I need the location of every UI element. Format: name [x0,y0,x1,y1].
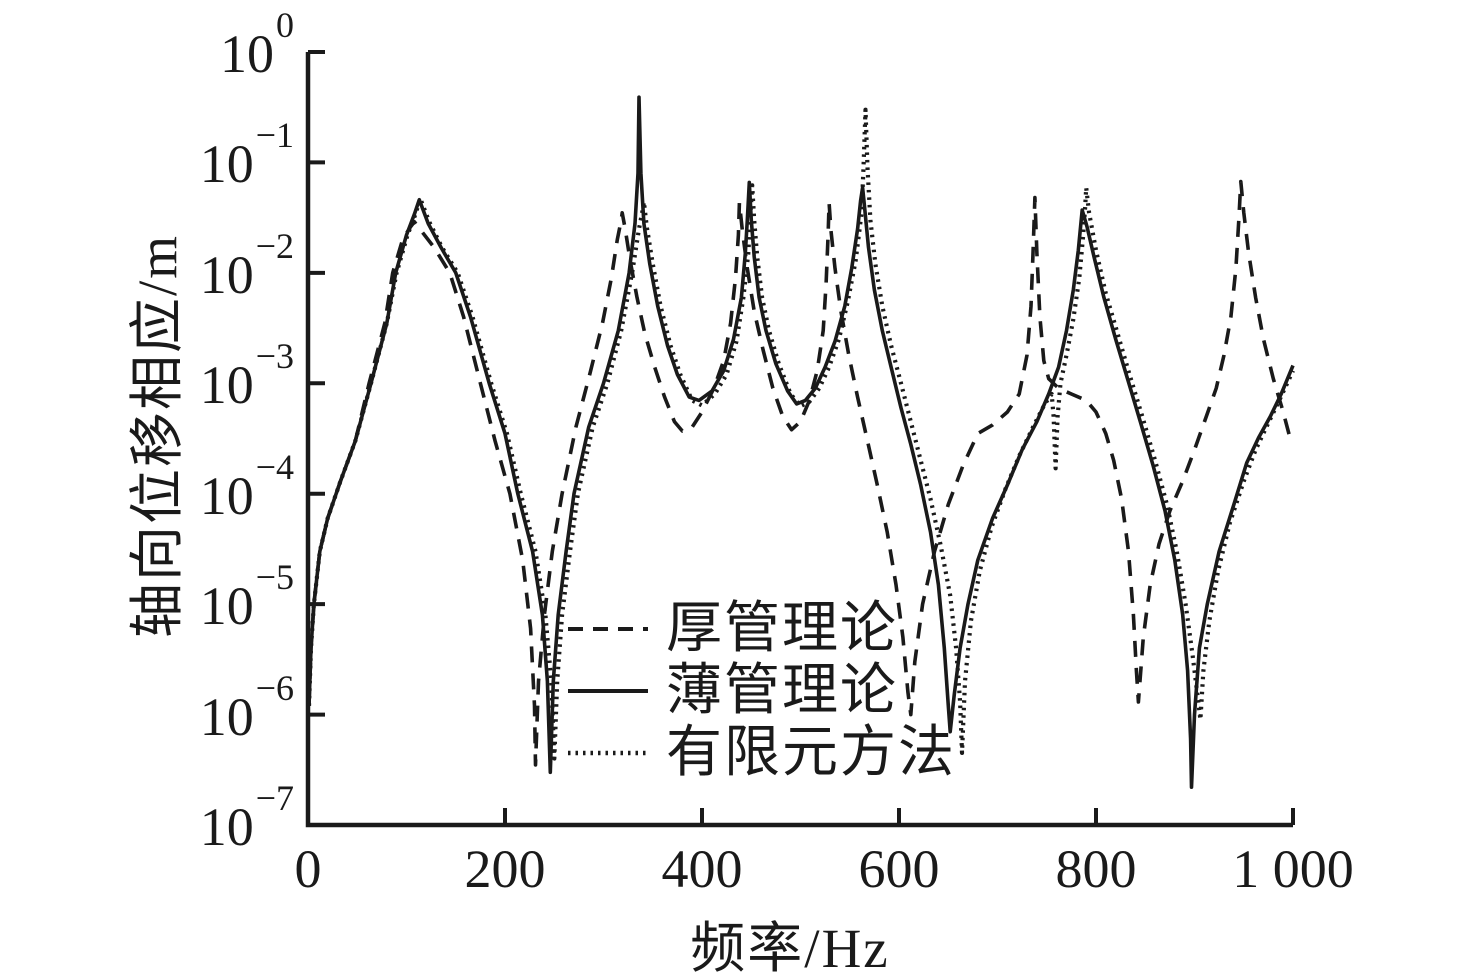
curve-dotted [306,107,1295,761]
legend-item-thick-pipe-theory: 厚管理论 [566,598,956,660]
legend-label: 厚管理论 [666,598,898,660]
dotted-line-sample-icon [568,750,648,756]
x-tick-label: 400 [661,839,743,899]
x-tick-label: 200 [464,839,546,899]
solid-line-sample-icon [568,689,648,693]
legend-label: 薄管理论 [666,660,898,722]
y-axis-title: 轴向位移相应/m [127,233,188,639]
legend-label: 有限元方法 [666,722,956,784]
dashed-line-sample-icon [568,627,648,631]
y-tick-label: 10−1 [199,115,294,195]
x-axis-title: 频率/Hz [690,918,890,975]
x-tick-label: 0 [294,839,322,899]
y-tick-label: 10−6 [199,667,294,747]
y-tick-label: 10−2 [199,225,294,305]
y-tick-label: 10−3 [199,336,294,416]
y-axis-tick-labels: 100 10−1 10−2 10−3 10−4 10−5 10−6 10−7 [0,0,294,975]
y-tick-label: 100 [220,5,294,84]
x-tick-label: 800 [1055,839,1137,899]
legend-item-thin-pipe-theory: 薄管理论 [566,660,956,722]
y-tick-label: 10−5 [199,557,294,637]
y-tick-label: 10−4 [199,446,294,526]
x-tick-label: 600 [858,839,940,899]
legend: 厚管理论 薄管理论 有限元方法 [566,598,956,784]
legend-item-finite-element-method: 有限元方法 [566,722,956,784]
curve-solid [307,95,1295,789]
x-tick-label: 1 000 [1232,839,1354,899]
y-tick-label: 10−7 [199,778,294,857]
